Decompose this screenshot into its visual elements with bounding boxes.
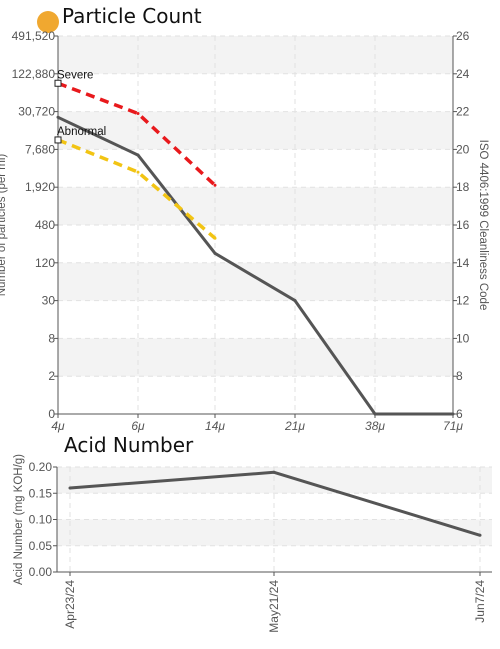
data-point	[136, 111, 140, 115]
data-point	[213, 236, 217, 240]
severe-annotation-marker	[54, 79, 62, 87]
data-point	[136, 153, 140, 157]
data-point	[272, 470, 276, 474]
series-line-acid-number	[69, 470, 481, 537]
data-point	[56, 115, 60, 119]
y-tick-label: 0.05	[29, 539, 53, 553]
plot-band	[57, 519, 492, 546]
plot-band	[58, 187, 453, 225]
y-tick-label: 491,520	[12, 29, 56, 43]
series-line-severe	[57, 81, 217, 187]
x-tick-label: 38μ	[365, 419, 385, 433]
data-point	[213, 183, 217, 187]
y-tick-label: 30	[42, 294, 56, 308]
y-tick-label: 0.10	[29, 513, 53, 527]
x-tick-label: 71μ	[443, 419, 463, 433]
data-point	[478, 533, 482, 537]
y2-tick-label: 26	[456, 29, 470, 43]
particle-count-title: Particle Count	[62, 4, 202, 28]
y-tick-label: 0.20	[29, 460, 53, 474]
data-point	[136, 170, 140, 174]
plot-band	[58, 262, 453, 301]
plot-band	[58, 36, 453, 74]
x-tick-label: 4μ	[51, 419, 65, 433]
y-tick-label: 8	[48, 331, 55, 345]
y2-tick-label: 8	[456, 369, 463, 383]
y-axis-title: Acid Number (mg KOH/g)	[13, 454, 25, 585]
y2-axis-title: ISO 4406:1999 Cleanliness Code	[477, 140, 489, 311]
y2-tick-label: 6	[456, 407, 463, 421]
acid-number-title: Acid Number	[64, 433, 194, 457]
y2-tick-label: 24	[456, 67, 470, 81]
x-tick-label: 6μ	[131, 419, 145, 433]
x-tick-label: Apr23/24	[63, 580, 77, 629]
x-tick-label: 21μ	[284, 419, 305, 433]
data-point	[293, 299, 297, 303]
y2-tick-label: 12	[456, 294, 470, 308]
y-tick-label: 30,720	[18, 105, 55, 119]
x-tick-label: May21/24	[267, 580, 281, 633]
y-tick-label: 2	[48, 369, 55, 383]
y-tick-label: 0.15	[29, 486, 53, 500]
y2-tick-label: 14	[456, 256, 470, 270]
data-point	[68, 486, 72, 490]
plot-band	[57, 467, 492, 494]
y-axis-title: Number of particles (per ml)	[0, 154, 8, 297]
y-tick-label: 1,920	[25, 180, 55, 194]
data-point	[451, 412, 455, 416]
y-tick-label: 0.00	[29, 565, 53, 579]
abnormal-annotation-label: Abnormal	[57, 126, 106, 138]
y2-tick-label: 10	[456, 331, 470, 345]
plot-band	[58, 111, 453, 150]
y2-tick-label: 16	[456, 218, 470, 232]
y-tick-label: 0	[48, 407, 55, 421]
y2-tick-label: 20	[456, 142, 470, 156]
data-point	[373, 412, 377, 416]
series-line-abnormal	[57, 138, 217, 240]
particle-count-chart: 0 6 2 8 8 10 30 12 120 14 480 16 1,920 18 7,680 20 30,72…	[0, 29, 489, 433]
severe-annotation-label: Severe	[57, 69, 93, 81]
y-tick-label: 480	[35, 218, 55, 232]
series-line-measured	[57, 115, 453, 416]
x-tick-label: 14μ	[205, 419, 225, 433]
abnormal-annotation-marker	[54, 136, 62, 144]
data-point	[213, 251, 217, 255]
x-tick-label: Jun7/24	[473, 580, 487, 623]
y-tick-label: 7,680	[25, 142, 55, 156]
plot-band	[58, 338, 453, 377]
y-tick-label: 120	[35, 256, 55, 270]
y2-tick-label: 18	[456, 180, 470, 194]
y-tick-label: 122,880	[12, 67, 56, 81]
status-indicator-dot	[37, 11, 59, 33]
y2-tick-label: 22	[456, 105, 470, 119]
